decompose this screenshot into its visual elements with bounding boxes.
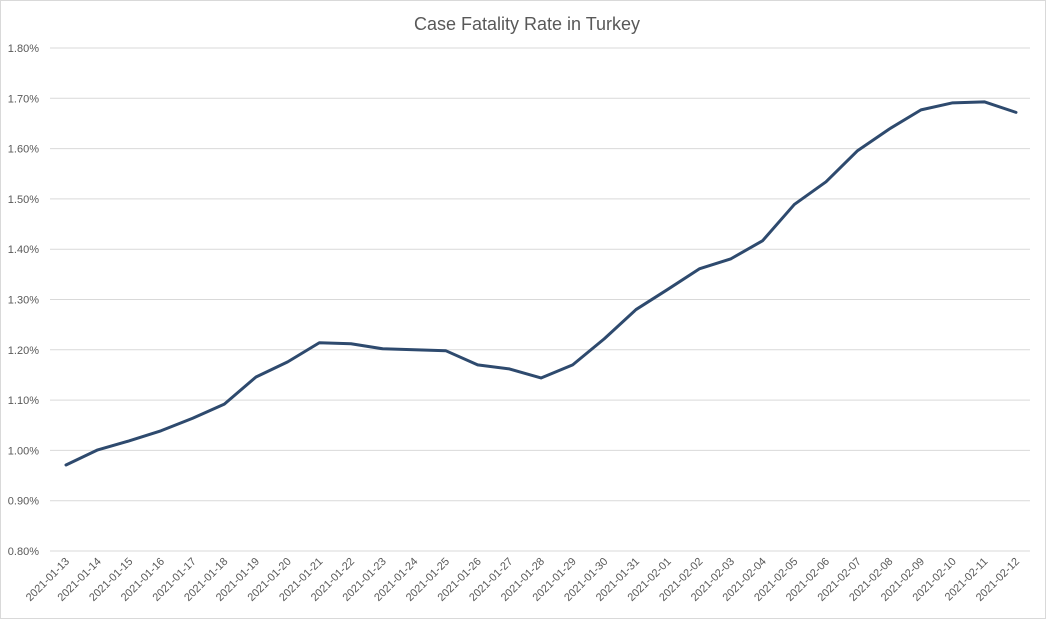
gridlines: [50, 47, 1030, 552]
y-tick-label: 1.60%: [8, 144, 39, 156]
y-tick-label: 1.00%: [8, 445, 39, 457]
y-tick-label: 1.30%: [8, 295, 39, 307]
series-line: [64, 100, 1018, 467]
y-tick-label: 0.80%: [8, 546, 39, 558]
y-axis-tick-labels: 0.80% 0.90% 1.00% 1.10% 1.20% 1.30% 1.40% 1.50%…: [8, 43, 39, 558]
y-tick-label: 1.10%: [8, 395, 39, 407]
y-tick-label: 1.20%: [8, 345, 39, 357]
chart-title: Case Fatality Rate in Turkey: [414, 14, 640, 34]
y-tick-label: 1.70%: [8, 93, 39, 105]
y-tick-label: 1.80%: [8, 43, 39, 55]
y-tick-label: 1.40%: [8, 244, 39, 256]
y-tick-label: 1.50%: [8, 194, 39, 206]
y-tick-label: 0.90%: [8, 496, 39, 508]
x-axis-tick-labels: 2021-01-132021-01-142021-01-152021-01-16…: [24, 556, 1022, 604]
